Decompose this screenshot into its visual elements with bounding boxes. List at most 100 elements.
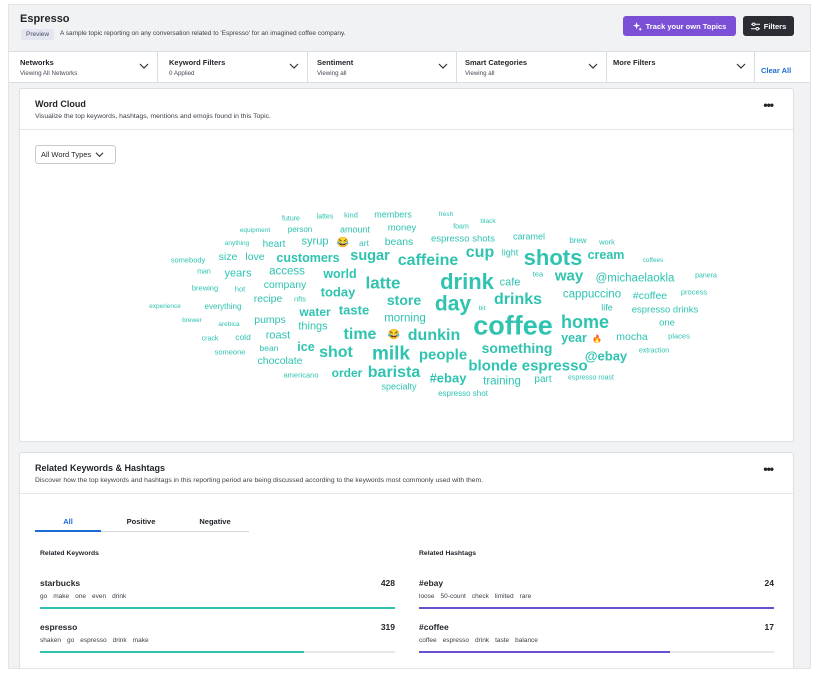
word-cloud-word[interactable]: something [481,340,553,356]
word-cloud-word[interactable]: roast [265,329,291,342]
word-cloud-word[interactable]: people [418,346,468,364]
word-cloud-word[interactable]: one [659,317,675,329]
word-cloud-word[interactable]: black [480,217,496,225]
word-cloud-word[interactable]: amount [339,224,371,235]
word-cloud-word[interactable]: customers [276,250,340,265]
word-cloud-word[interactable]: order [331,366,363,380]
word-cloud-word[interactable]: access [269,265,305,278]
word-cloud-word[interactable]: money [387,222,417,234]
word-cloud-word[interactable]: size [218,250,238,263]
filter-keyword-filters[interactable]: Keyword Filters 0 Applied [166,52,308,82]
word-cloud-word[interactable]: caffeine [397,252,459,269]
word-cloud-word[interactable]: caramel [512,231,546,242]
related-item-row[interactable]: espresso 319 shaken go espresso drink make [40,622,395,662]
word-cloud-word[interactable]: cafe [499,276,521,289]
word-cloud-word[interactable]: hot [234,284,246,294]
word-cloud-word[interactable]: #ebay [429,370,467,386]
word-cloud-word[interactable]: specialty [381,381,417,392]
word-cloud-word[interactable]: fresh [438,210,454,218]
word-cloud-word[interactable]: @michaelaokla [595,272,675,285]
word-cloud-word[interactable]: light [501,247,519,258]
word-cloud-word[interactable]: process [680,287,708,297]
word-cloud-word[interactable]: man [197,268,211,276]
related-item-row[interactable]: #coffee 17 coffee espresso drink taste balance [419,622,774,662]
word-cloud-word[interactable]: experience [149,302,181,310]
word-cloud-word[interactable]: home [560,312,610,332]
word-cloud-word[interactable]: life [601,302,613,313]
word-cloud-word[interactable]: cream [587,247,625,262]
filter-more-filters[interactable]: More Filters [610,52,755,82]
word-cloud-word[interactable]: barista [367,364,421,381]
word-cloud-word[interactable]: blonde espresso [468,357,588,375]
word-cloud-word[interactable]: time [343,326,377,343]
word-cloud-word[interactable]: coffees [642,256,664,264]
word-cloud-word[interactable]: anything [224,239,250,247]
word-cloud-word[interactable]: work [599,237,615,247]
word-cloud-word[interactable]: places [668,331,690,341]
word-cloud-word[interactable]: @ebay [584,348,628,364]
word-cloud-word[interactable]: things [298,320,328,333]
word-cloud-word[interactable]: ice [297,339,315,354]
word-cloud-word[interactable]: crack [201,335,219,343]
word-cloud-word[interactable]: cup [465,244,495,261]
word-cloud-emoji[interactable]: 😂 [387,329,401,341]
word-cloud-word[interactable]: store [386,292,422,308]
word-cloud-word[interactable]: today [320,284,356,300]
word-cloud-word[interactable]: morning [384,312,426,325]
related-item-row[interactable]: starbucks 428 go make one even drink [40,578,395,618]
word-cloud-word[interactable]: coffee [473,310,553,341]
word-cloud-word[interactable]: equipment [239,226,271,234]
word-cloud-word[interactable]: lattes [316,213,334,221]
word-cloud-word[interactable]: somebody [170,255,206,265]
word-cloud-word[interactable]: #coffee [632,289,668,302]
word-cloud-word[interactable]: cold [235,331,251,342]
related-item-row[interactable]: #ebay 24 loose 50-count check limited rare [419,578,774,618]
word-cloud-word[interactable]: brew [569,236,587,245]
word-cloud-word[interactable]: art [359,237,369,248]
word-cloud-word[interactable]: tea [532,269,544,279]
word-cloud-word[interactable]: year [561,330,587,345]
filter-networks[interactable]: Networks Viewing All Networks [17,52,158,82]
word-cloud-word[interactable]: bean [259,342,279,353]
tab-all[interactable]: All [35,512,101,532]
word-cloud-word[interactable]: espresso drinks [631,304,699,316]
word-cloud-word[interactable]: cappuccino [562,288,622,301]
word-cloud-word[interactable]: dunkin [407,327,461,344]
word-cloud-word[interactable]: foam [453,223,469,231]
word-cloud-word[interactable]: part [534,374,552,385]
more-options-icon[interactable]: ••• [763,98,774,112]
word-cloud-word[interactable]: someone [214,347,246,357]
filter-smart-categories[interactable]: Smart Categories Viewing all [462,52,607,82]
word-cloud-word[interactable]: company [263,278,307,291]
word-cloud-word[interactable]: drink [440,269,494,294]
word-cloud-word[interactable]: drinks [493,291,543,308]
word-cloud-word[interactable]: kind [344,210,358,220]
word-cloud-word[interactable]: mocha [616,330,648,343]
word-cloud-word[interactable]: latte [365,273,401,293]
word-cloud-word[interactable]: members [374,209,412,220]
filters-button[interactable]: Filters [743,16,794,36]
word-type-dropdown[interactable]: All Word Types [35,145,116,164]
word-cloud-word[interactable]: everything [204,302,242,311]
word-cloud-word[interactable]: sugar [350,247,390,264]
track-topics-button[interactable]: Track your own Topics [623,16,736,36]
filter-sentiment[interactable]: Sentiment Viewing all [314,52,457,82]
word-cloud-emoji[interactable]: 😂 [336,237,350,249]
word-cloud-word[interactable]: arebica [218,320,240,328]
word-cloud-word[interactable]: recipe [253,292,283,305]
word-cloud-word[interactable]: love [245,250,265,263]
word-cloud-word[interactable]: nfts [293,294,307,304]
word-cloud-word[interactable]: shot [319,344,353,361]
word-cloud-word[interactable]: world [323,266,357,281]
tab-negative[interactable]: Negative [181,512,249,532]
word-cloud-word[interactable]: espresso shot [438,389,488,398]
more-options-icon[interactable]: ••• [763,462,774,476]
word-cloud-word[interactable]: syrup [301,235,329,248]
word-cloud-word[interactable]: extraction [638,347,670,355]
word-cloud-word[interactable]: day [434,292,472,316]
word-cloud-word[interactable]: chocolate [257,354,303,367]
word-cloud-word[interactable]: heart [262,239,286,250]
word-cloud-word[interactable]: brewer [182,316,202,324]
word-cloud-word[interactable]: brewing [191,283,219,293]
word-cloud-word[interactable]: taste [338,302,370,318]
